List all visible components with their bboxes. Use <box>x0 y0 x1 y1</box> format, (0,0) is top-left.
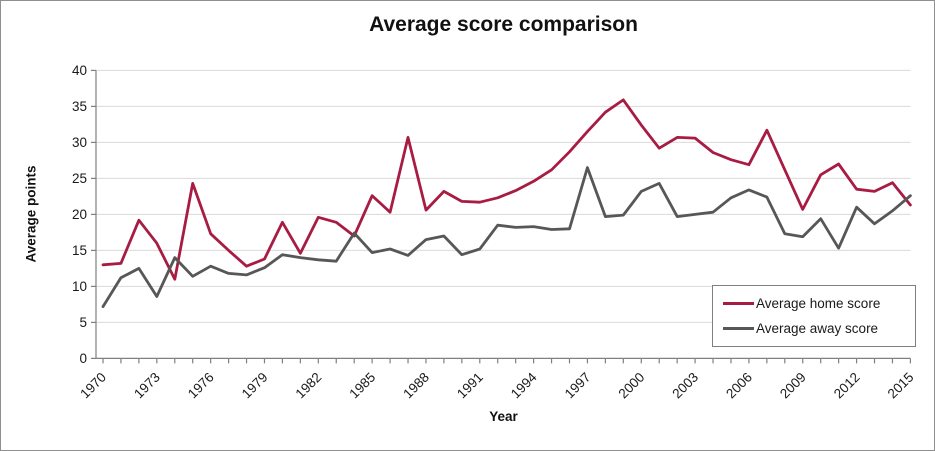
series-line-away <box>101 166 912 309</box>
x-axis-title: Year <box>489 409 518 424</box>
svg-text:35: 35 <box>72 99 87 114</box>
svg-text:25: 25 <box>72 171 87 186</box>
svg-text:15: 15 <box>72 243 87 258</box>
svg-text:10: 10 <box>72 279 87 294</box>
chart-title: Average score comparison <box>369 13 638 36</box>
legend-label-away: Average away score <box>756 321 879 336</box>
y-axis-title: Average points <box>23 165 39 263</box>
x-tick-labels: 1970 1973 1976 1979 1982 1985 1988 1991 1994 1997… <box>77 369 916 401</box>
svg-text:1991: 1991 <box>454 370 486 402</box>
svg-text:1979: 1979 <box>239 370 271 402</box>
svg-text:1997: 1997 <box>562 370 594 402</box>
legend: Average home score Average away score <box>712 285 916 347</box>
y-gridlines <box>96 69 911 323</box>
svg-text:1982: 1982 <box>293 370 325 402</box>
svg-text:2003: 2003 <box>669 370 701 402</box>
svg-text:2012: 2012 <box>831 370 863 402</box>
svg-text:1985: 1985 <box>346 370 378 402</box>
svg-text:2000: 2000 <box>616 370 648 402</box>
away-line-swatch-icon <box>723 327 754 330</box>
svg-text:2006: 2006 <box>723 370 755 402</box>
svg-text:1970: 1970 <box>77 370 109 402</box>
svg-text:40: 40 <box>72 63 87 78</box>
svg-text:20: 20 <box>72 207 87 222</box>
legend-item-home: Average home score <box>723 296 915 311</box>
series-line-home <box>101 98 912 281</box>
svg-text:5: 5 <box>79 315 87 330</box>
svg-text:30: 30 <box>72 135 87 150</box>
svg-text:2009: 2009 <box>777 370 809 402</box>
svg-text:1976: 1976 <box>185 370 217 402</box>
axes <box>91 69 912 364</box>
svg-text:1994: 1994 <box>508 369 540 401</box>
svg-text:2015: 2015 <box>885 370 917 402</box>
svg-text:1973: 1973 <box>131 370 163 402</box>
legend-item-away: Average away score <box>723 321 915 336</box>
home-line-swatch-icon <box>723 302 754 305</box>
svg-text:0: 0 <box>79 351 87 366</box>
svg-text:1988: 1988 <box>400 370 432 402</box>
y-tick-labels: 0 5 10 15 20 25 30 35 40 <box>72 63 87 366</box>
legend-label-home: Average home score <box>756 296 881 311</box>
